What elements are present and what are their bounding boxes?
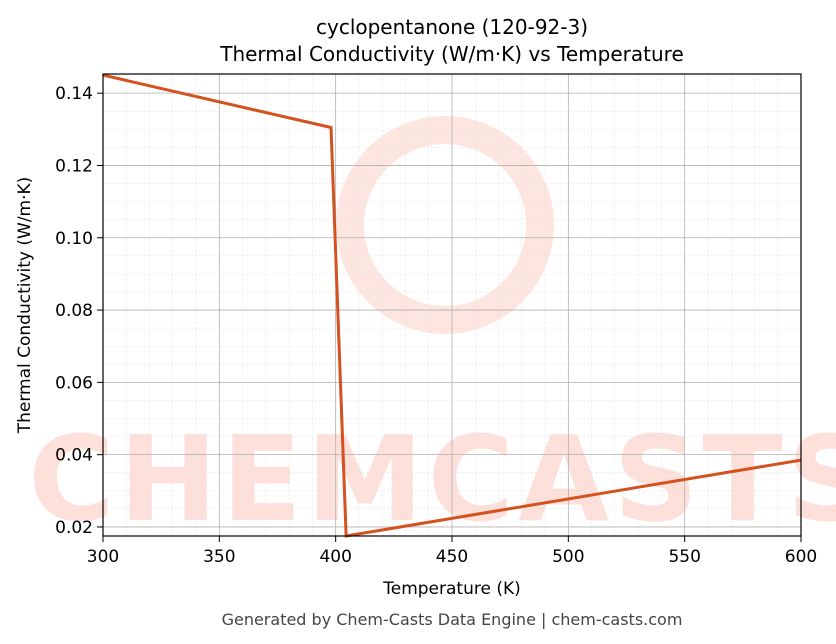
x-tick-label: 500 bbox=[552, 547, 584, 567]
x-tick-label: 550 bbox=[668, 547, 700, 567]
y-tick-label: 0.04 bbox=[55, 446, 93, 466]
x-tick-label: 400 bbox=[319, 547, 351, 567]
x-tick-label: 300 bbox=[87, 547, 119, 567]
x-axis-label: Temperature (K) bbox=[382, 579, 521, 599]
y-tick-label: 0.08 bbox=[55, 301, 93, 321]
watermark: CHEMCASTS bbox=[28, 410, 836, 548]
y-tick-label: 0.14 bbox=[55, 84, 93, 104]
y-tick-label: 0.10 bbox=[55, 229, 93, 249]
chart-title: cyclopentanone (120-92-3) bbox=[316, 15, 588, 39]
y-tick-label: 0.12 bbox=[55, 156, 93, 176]
y-axis-label: Thermal Conductivity (W/m·K) bbox=[15, 177, 35, 435]
y-tick-label: 0.02 bbox=[55, 518, 93, 538]
chart-subtitle: Thermal Conductivity (W/m·K) vs Temperat… bbox=[219, 42, 684, 66]
x-tick-label: 350 bbox=[203, 547, 235, 567]
plot-frame bbox=[102, 73, 802, 537]
data-line bbox=[102, 73, 802, 538]
watermark-ring bbox=[336, 116, 554, 334]
footer: Generated by Chem-Casts Data Engine | ch… bbox=[222, 610, 683, 629]
x-tick-label: 450 bbox=[436, 547, 468, 567]
y-tick-label: 0.06 bbox=[55, 373, 93, 393]
x-tick-label: 600 bbox=[785, 547, 817, 567]
